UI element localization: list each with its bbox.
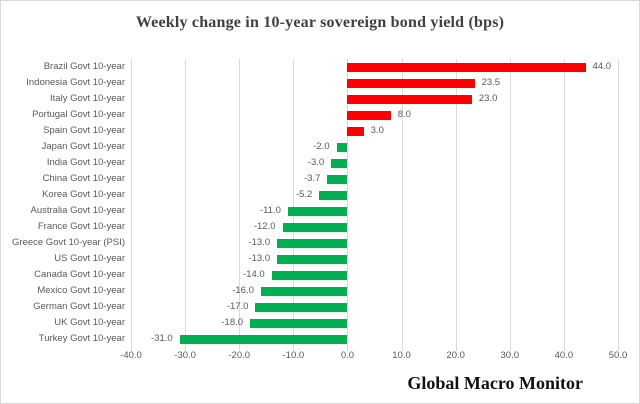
chart-title: Weekly change in 10-year sovereign bond … [135,14,505,31]
category-label: France Govt 10-year [37,221,125,232]
category-label: Japan Govt 10-year [41,141,125,152]
footer-brand: Global Macro Monitor [407,373,583,393]
category-label: Greece Govt 10-year (PSI) [12,237,125,248]
category-label: Portugal Govt 10-year [32,109,125,120]
category-label: UK Govt 10-year [54,317,125,328]
bar [336,142,348,152]
value-label: -2.0 [313,141,330,152]
bar [347,94,472,104]
bar [347,126,364,136]
bar [327,174,348,184]
value-label: -16.0 [232,285,254,296]
bar [250,318,348,328]
value-label: -31.0 [151,333,173,344]
x-tick-label: -30.0 [174,350,196,361]
category-label: Turkey Govt 10-year [38,333,125,344]
x-tick-label: 20.0 [446,350,465,361]
bar [282,222,348,232]
value-label: -11.0 [259,205,281,216]
gridline [185,59,187,351]
bar [319,190,348,200]
bar [347,110,391,120]
value-label: -13.0 [248,253,271,264]
value-label: 23.0 [478,93,498,104]
category-label: Mexico Govt 10-year [37,285,125,296]
x-tick-label: 10.0 [392,350,411,361]
value-label: 23.5 [481,77,501,88]
category-label: German Govt 10-year [33,301,125,312]
value-label: 44.0 [592,61,612,72]
category-axis: Brazil Govt 10-year Indonesia Govt 10-yea… [1,59,125,347]
value-axis: -40.0 -30.0 -20.0 -10.0 0.0 10.0 20.0 30.0 40.0 5… [120,350,627,364]
bar [179,334,348,344]
value-label: -3.0 [307,157,325,168]
bar [255,302,348,312]
gridline [563,59,565,351]
value-label: 8.0 [397,109,411,120]
category-label: Spain Govt 10-year [43,125,125,136]
category-label: Korea Govt 10-year [42,189,125,200]
category-label: India Govt 10-year [46,157,125,168]
category-label: Brazil Govt 10-year [43,61,125,72]
value-label: 3.0 [370,125,384,136]
category-label: Australia Govt 10-year [30,205,125,216]
bar [347,78,475,88]
category-label: US Govt 10-year [54,253,125,264]
value-label: -3.7 [304,173,321,184]
bar [287,206,348,216]
plot-area: 44.0 23.5 23.0 8.0 3.0 -2.0 -3.0 -3.7 -5.2 -11.0 -… [131,59,619,351]
bar [331,158,348,168]
bar [347,62,586,72]
bar [277,238,348,248]
value-label: -17.0 [226,301,249,312]
gridline [618,59,619,351]
gridline [509,59,511,351]
value-label: -14.0 [243,269,265,280]
bar [277,254,348,264]
category-label: Canada Govt 10-year [34,269,125,280]
value-label: -18.0 [221,317,244,328]
bar [260,286,348,296]
gridline [455,59,457,351]
x-tick-label: 40.0 [554,350,574,361]
gridline [131,59,132,351]
value-label: -13.0 [248,237,271,248]
category-label: Indonesia Govt 10-year [26,77,125,88]
x-tick-label: 50.0 [608,350,628,361]
value-label: -12.0 [253,221,276,232]
x-tick-label: -40.0 [120,350,142,361]
gridline [293,59,295,351]
category-label: China Govt 10-year [42,173,125,184]
x-tick-label: -20.0 [228,350,251,361]
value-label: -5.2 [295,189,313,200]
gridline [239,59,241,351]
gridline [401,59,403,351]
x-tick-label: 30.0 [500,350,520,361]
x-tick-label: 0.0 [340,350,355,361]
x-tick-label: -10.0 [282,350,305,361]
gridline [347,59,349,351]
bar [271,270,348,280]
category-label: Italy Govt 10-year [50,93,125,104]
